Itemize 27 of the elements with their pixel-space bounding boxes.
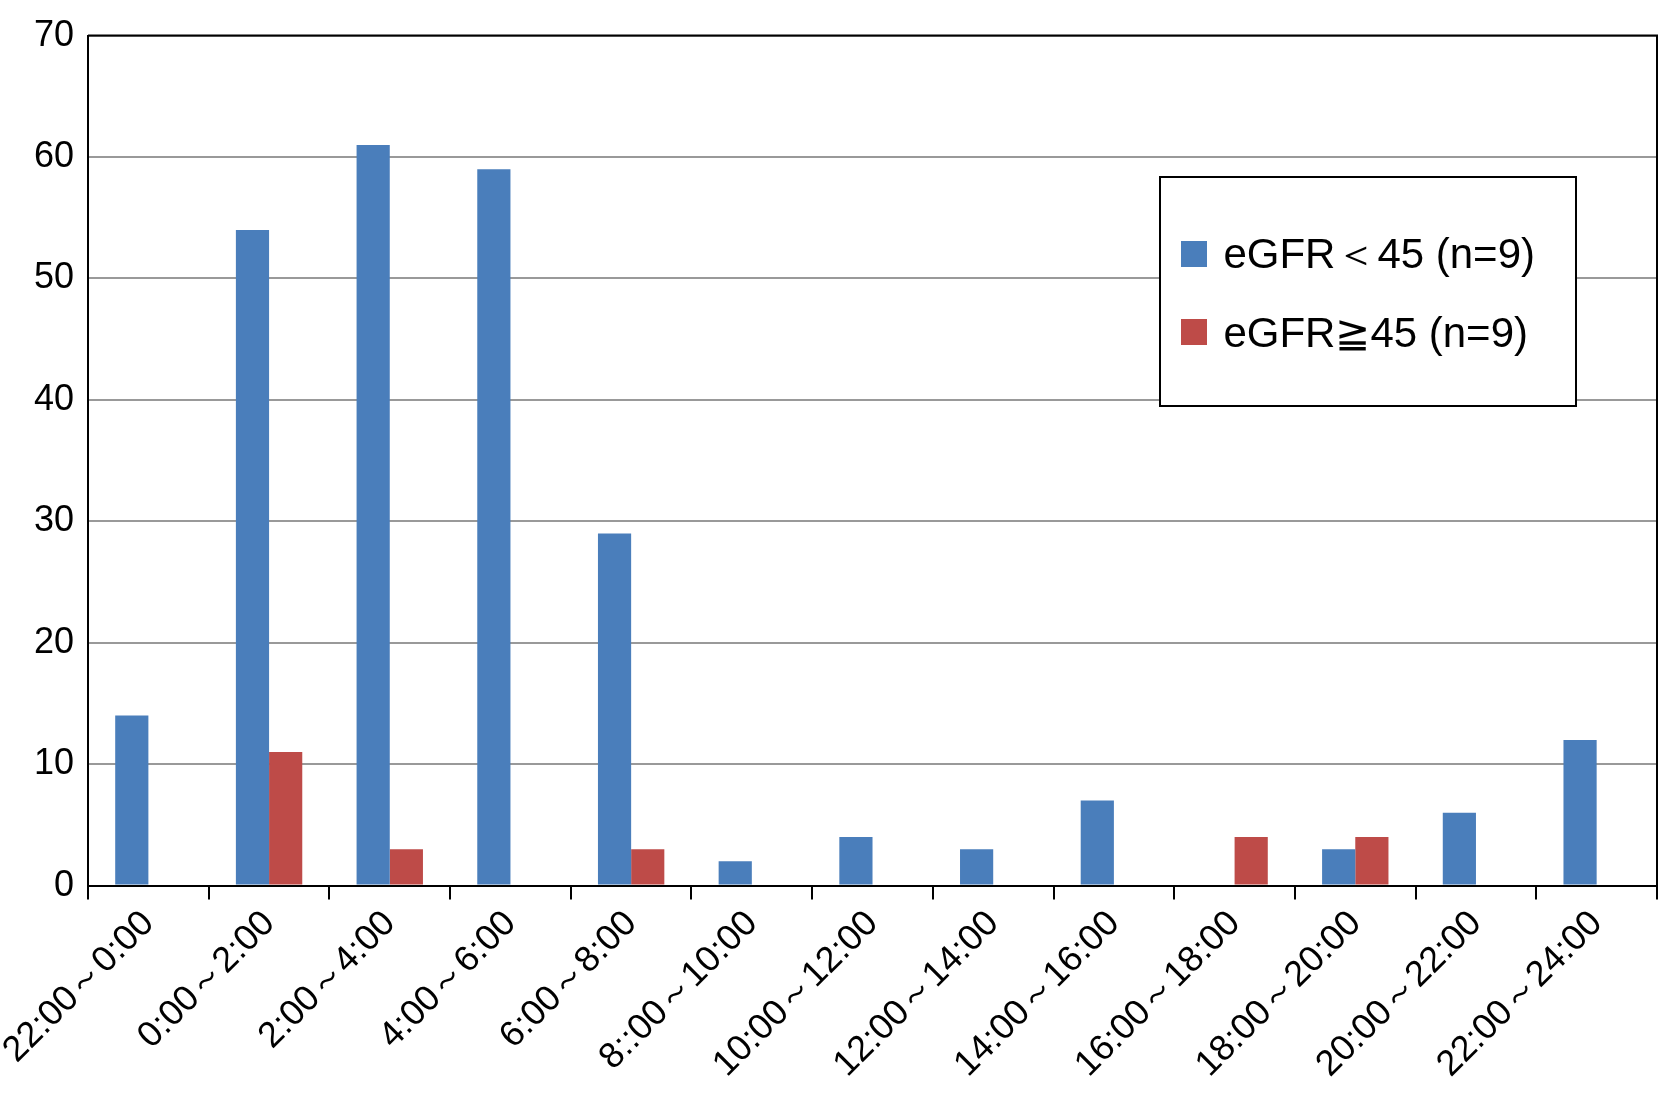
bar — [718, 861, 752, 885]
bar — [631, 849, 665, 885]
y-tick-label: 30 — [34, 498, 75, 540]
bar — [1355, 837, 1389, 885]
bar — [1563, 739, 1597, 885]
y-tick-label: 70 — [34, 12, 75, 54]
bar — [1442, 812, 1476, 885]
bar — [1322, 849, 1356, 885]
bar — [235, 229, 270, 885]
y-tick-label: 0 — [54, 862, 75, 904]
bar — [597, 533, 632, 885]
y-tick-label: 40 — [34, 376, 75, 418]
bar — [960, 849, 994, 885]
y-tick-label: 20 — [34, 619, 75, 661]
y-tick-label: 10 — [34, 741, 75, 783]
legend-label: eGFR≧45 (n=9) — [1223, 307, 1528, 357]
bar — [477, 169, 511, 885]
y-tick-label: 60 — [34, 133, 75, 175]
y-tick-label: 50 — [34, 255, 75, 297]
bar — [1234, 837, 1268, 885]
bar — [839, 837, 873, 885]
bar — [356, 144, 390, 885]
bar — [269, 752, 303, 885]
legend-label: eGFR＜45 (n=9) — [1223, 228, 1535, 279]
bar — [115, 715, 149, 885]
bar — [389, 849, 423, 885]
bar — [1080, 800, 1114, 885]
